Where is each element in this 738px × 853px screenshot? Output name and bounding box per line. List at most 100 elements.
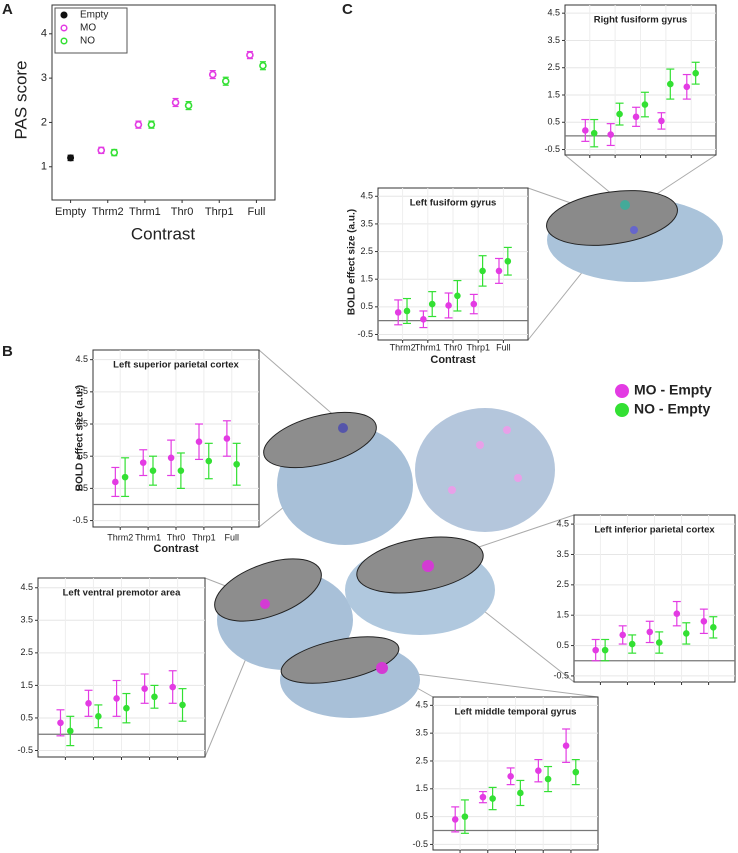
x-tick-label: Thrp1 [192, 532, 216, 542]
data-point [590, 129, 598, 137]
data-point [658, 117, 665, 125]
y-tick-label: 0.5 [360, 301, 373, 311]
data-point [110, 148, 119, 157]
y-tick-label: 1.5 [415, 783, 428, 793]
data-point [169, 683, 177, 691]
y-tick-label: -0.5 [17, 745, 33, 755]
y-tick-label: 2.5 [415, 755, 428, 765]
y-tick-label: 3.5 [556, 549, 569, 559]
y-tick-label: 3.5 [20, 615, 33, 625]
data-point [479, 267, 486, 275]
data-point [112, 478, 119, 486]
data-point [628, 640, 636, 648]
data-point [607, 131, 614, 138]
y-tick-label: 1 [41, 161, 47, 173]
x-tick-label: Full [225, 532, 240, 542]
y-tick-label: 4.5 [20, 582, 33, 592]
y-tick-label: 3.5 [547, 35, 560, 45]
data-point [517, 789, 524, 797]
data-point [259, 61, 267, 70]
y-tick-label: 0.5 [415, 811, 428, 821]
data-point [489, 795, 496, 802]
y-tick-label: 1.5 [556, 610, 569, 620]
data-point [572, 768, 580, 776]
data-point [177, 467, 185, 474]
y-tick-label: 1.5 [20, 680, 33, 690]
y-tick-label: 3.5 [360, 218, 373, 228]
data-point [692, 69, 699, 77]
chart-title: Left ventral premotor area [63, 588, 181, 599]
legend-label: MO [80, 23, 96, 34]
data-point [641, 101, 649, 108]
data-point [451, 816, 459, 823]
data-point [394, 309, 402, 316]
legend-swatch [615, 384, 629, 398]
data-point [149, 467, 157, 474]
data-point [208, 70, 217, 79]
data-point [454, 292, 461, 300]
legend-label: NO - Empty [634, 401, 710, 417]
data-point [562, 742, 570, 749]
data-point [700, 617, 708, 625]
data-point [147, 120, 156, 129]
panel-label: A [2, 1, 13, 18]
legend-swatch [615, 403, 629, 417]
legend-swatch [60, 11, 68, 19]
data-point [85, 700, 92, 707]
y-axis-title: BOLD effect size (a.u.) [347, 209, 358, 315]
y-axis-title: PAS score [11, 60, 30, 139]
y-tick-label: 4 [41, 28, 47, 40]
chart-title: Left inferior parietal cortex [594, 525, 715, 536]
data-point [113, 695, 120, 702]
x-tick-label: Thrm2 [107, 532, 133, 542]
y-axis-title: BOLD effect size (a.u.) [75, 385, 86, 491]
y-tick-label: 2.5 [547, 62, 560, 72]
data-point [582, 127, 589, 134]
data-point [233, 460, 240, 468]
panel-label: C [342, 1, 353, 18]
y-tick-label: -0.5 [357, 329, 373, 339]
data-point [151, 693, 158, 701]
data-point [428, 300, 436, 308]
data-point [57, 719, 64, 727]
data-point [221, 77, 230, 86]
x-tick-label: Thrm1 [415, 342, 441, 352]
panel-label: B [2, 343, 13, 360]
data-point [420, 315, 427, 323]
x-axis-title: Contrast [131, 224, 196, 243]
data-point [710, 624, 717, 631]
x-tick-label: Thr0 [171, 206, 194, 218]
brain-images [214, 190, 723, 718]
y-tick-label: 4.5 [415, 700, 428, 710]
y-tick-label: 2.5 [20, 647, 33, 657]
x-tick-label: Full [248, 206, 266, 218]
data-point [134, 120, 143, 129]
data-point [655, 639, 663, 646]
data-point [616, 110, 623, 118]
y-tick-label: -0.5 [72, 515, 88, 525]
data-point [179, 701, 186, 709]
x-tick-label: Thrp1 [466, 342, 490, 352]
data-point [667, 80, 674, 88]
data-point [246, 51, 254, 59]
y-tick-label: 0.5 [75, 483, 88, 493]
y-tick-label: 0.5 [547, 117, 560, 127]
y-tick-label: 3 [41, 72, 47, 84]
data-point [646, 628, 654, 636]
data-point [67, 154, 75, 162]
data-point [195, 438, 203, 446]
x-tick-label: Thr0 [167, 532, 186, 542]
data-point [97, 146, 106, 155]
legend-label: Empty [80, 10, 108, 21]
y-tick-label: 0.5 [20, 712, 33, 722]
y-tick-label: 2.5 [360, 246, 373, 256]
y-tick-label: 4.5 [75, 354, 88, 364]
data-point [683, 83, 691, 91]
chart-title: Left middle temporal gyrus [455, 707, 577, 718]
y-tick-label: 1.5 [547, 89, 560, 99]
data-point [205, 457, 213, 465]
data-point [619, 631, 627, 639]
data-point [535, 767, 542, 775]
y-tick-label: 4.5 [547, 8, 560, 18]
data-point [479, 793, 487, 801]
